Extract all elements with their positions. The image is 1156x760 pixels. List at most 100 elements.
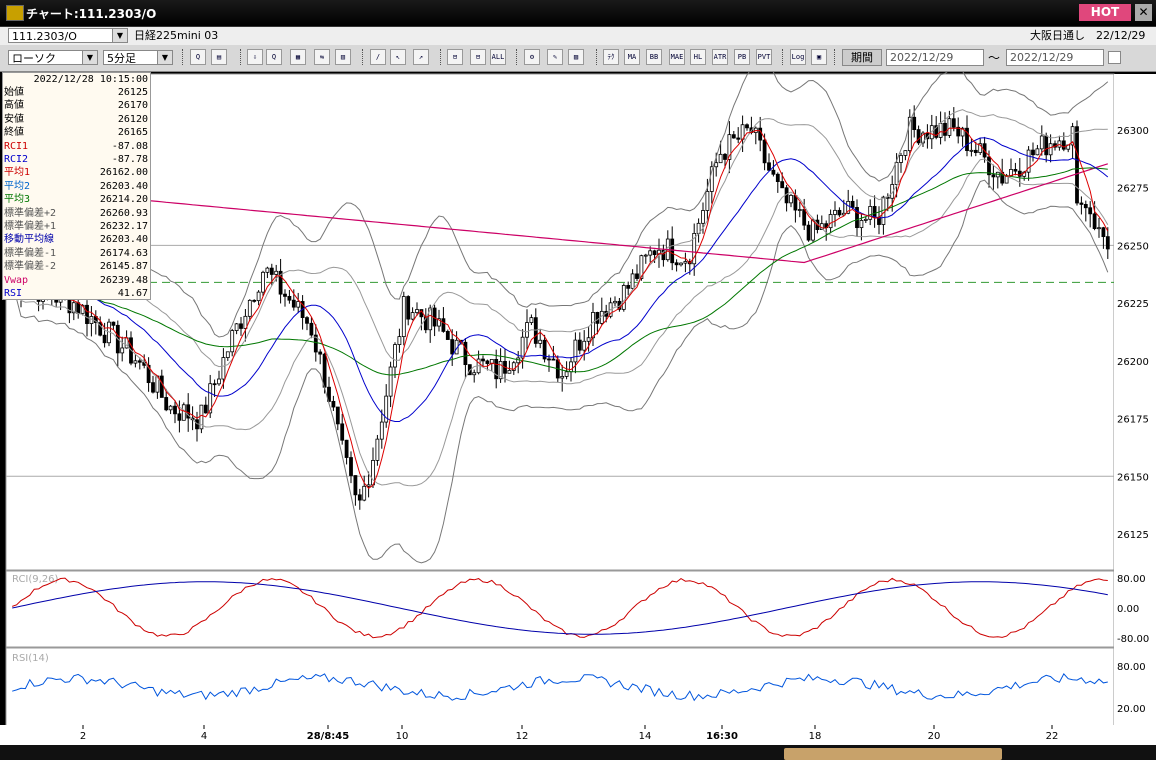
chevron-down-icon[interactable]: ▼ (157, 51, 172, 64)
candle-body (1105, 236, 1110, 250)
info-row: 標準偏差-2 26145.87 (4, 260, 148, 273)
toolbar-button-26[interactable]: ▣ (811, 49, 827, 65)
toolbar-button-21[interactable]: HL (690, 49, 706, 65)
toolbar-button-20[interactable]: MAE (669, 49, 685, 65)
info-label: 標準偏差-2 (4, 261, 57, 273)
toolbar-button-23[interactable]: PB (734, 49, 750, 65)
toolbar-button-24[interactable]: PVT (756, 49, 772, 65)
toolbar-button-18[interactable]: MA (624, 49, 640, 65)
candle-body (872, 206, 877, 218)
candle-body (450, 339, 455, 355)
rsi-line (12, 673, 1108, 702)
toolbar-button-10[interactable]: ↗ (413, 49, 429, 65)
toolbar-button-15[interactable]: ✎ (547, 49, 563, 65)
candle-body (551, 358, 556, 361)
toolbar-separator (834, 49, 837, 65)
candle-body (71, 302, 76, 314)
candle-body (239, 323, 243, 329)
toolbar-button-25[interactable]: Log (790, 49, 806, 65)
date-to-input[interactable]: 2022/12/29 (1006, 49, 1104, 66)
rsi-panel-label: RSI(14) (12, 653, 49, 664)
candle-body (269, 267, 274, 275)
time-tick-label: 22 (1046, 731, 1059, 742)
toolbar-button-1[interactable]: Q (190, 49, 206, 65)
chevron-down-icon[interactable]: ▼ (82, 51, 97, 64)
info-row: 平均2 26203.40 (4, 180, 148, 193)
toolbar-button-4[interactable]: Q (266, 49, 282, 65)
candle-body (225, 351, 230, 358)
rci2-line (12, 581, 1108, 635)
candle-body (520, 336, 525, 359)
toolbar-button-16[interactable]: ▨ (568, 49, 584, 65)
toolbar-button-19[interactable]: BB (646, 49, 662, 65)
candle-body (709, 166, 714, 192)
toolbar-button-6[interactable]: ⇆ (314, 49, 330, 65)
candle-body (960, 127, 965, 137)
rci-tick-label: -80.00 (1117, 634, 1149, 645)
candle-body (173, 405, 177, 415)
candle-body (789, 194, 793, 204)
toolbar-button-22[interactable]: ATR (712, 49, 728, 65)
candle-body (670, 238, 675, 264)
candle-body (626, 285, 631, 289)
toolbar-button-2[interactable]: ▤ (211, 49, 227, 65)
time-tick-label: 4 (201, 731, 207, 742)
price-panel[interactable] (5, 73, 1115, 571)
interval-select[interactable]: 5分足 ▼ (103, 50, 173, 65)
bollinger-upper-1 (12, 109, 1108, 368)
chart-type-select[interactable]: ローソク ▼ (8, 50, 98, 65)
candle-body (98, 322, 103, 336)
info-label: 平均1 (4, 167, 31, 179)
toolbar-button-8[interactable]: / (370, 49, 386, 65)
close-button[interactable]: ✕ (1135, 4, 1152, 21)
candle-body (485, 360, 490, 364)
rsi-panel[interactable] (5, 647, 1115, 741)
info-value: 26174.63 (99, 247, 148, 259)
hot-badge[interactable]: HOT (1079, 4, 1131, 21)
candle-body (208, 383, 213, 414)
candle-body (1031, 149, 1035, 156)
candle-body (547, 358, 551, 361)
candle-body (806, 224, 811, 241)
candle-body (767, 162, 771, 171)
toolbar-button-14[interactable]: ⚙ (524, 49, 540, 65)
info-label: 標準偏差+1 (4, 221, 57, 232)
candle-body (828, 214, 833, 229)
price-tick-label: 26225 (1117, 299, 1149, 310)
info-value: -87.08 (111, 140, 148, 152)
chart-area[interactable]: 26300 26275 26250 26225 26200 26175 26150 26125… (0, 72, 1156, 745)
toolbar-button-13[interactable]: ALL (490, 49, 506, 65)
toolbar-separator (240, 49, 243, 65)
toolbar-button-17[interactable]: ﾃｸ (603, 49, 619, 65)
candle-body (318, 351, 323, 355)
bollinger-upper-2 (12, 72, 1109, 338)
period-button[interactable]: 期間 (842, 49, 882, 66)
candle-body (498, 360, 503, 380)
candle-body (582, 340, 587, 351)
toolbar-button-5[interactable]: ▦ (290, 49, 306, 65)
date-from-input[interactable]: 2022/12/29 (886, 49, 984, 66)
candle-body (327, 386, 331, 402)
candle-body (965, 127, 969, 152)
info-row: 標準偏差+2 26260.93 (4, 207, 148, 220)
candle-body (758, 127, 763, 141)
info-label: 安値 (4, 113, 24, 125)
candle-body (278, 270, 283, 295)
time-tick-label: 10 (396, 731, 409, 742)
candle-body (652, 250, 657, 256)
symbol-select[interactable]: 111.2303/O ▼ (8, 28, 128, 43)
toolbar-button-7[interactable]: ▥ (335, 49, 351, 65)
candle-body (186, 404, 191, 419)
candle-body (203, 404, 208, 414)
period-checkbox[interactable] (1108, 51, 1121, 64)
candle-body (441, 318, 446, 332)
toolbar-button-11[interactable]: ⊟ (447, 49, 463, 65)
candle-body (181, 404, 186, 421)
candle-body (388, 366, 393, 397)
toolbar-button-9[interactable]: ↖ (390, 49, 406, 65)
toolbar-button-12[interactable]: ⊟ (470, 49, 486, 65)
candle-body (745, 124, 749, 129)
toolbar-button-3[interactable]: ⇩ (247, 49, 263, 65)
scrollbar-thumb[interactable] (784, 748, 1002, 760)
chevron-down-icon[interactable]: ▼ (112, 29, 127, 42)
